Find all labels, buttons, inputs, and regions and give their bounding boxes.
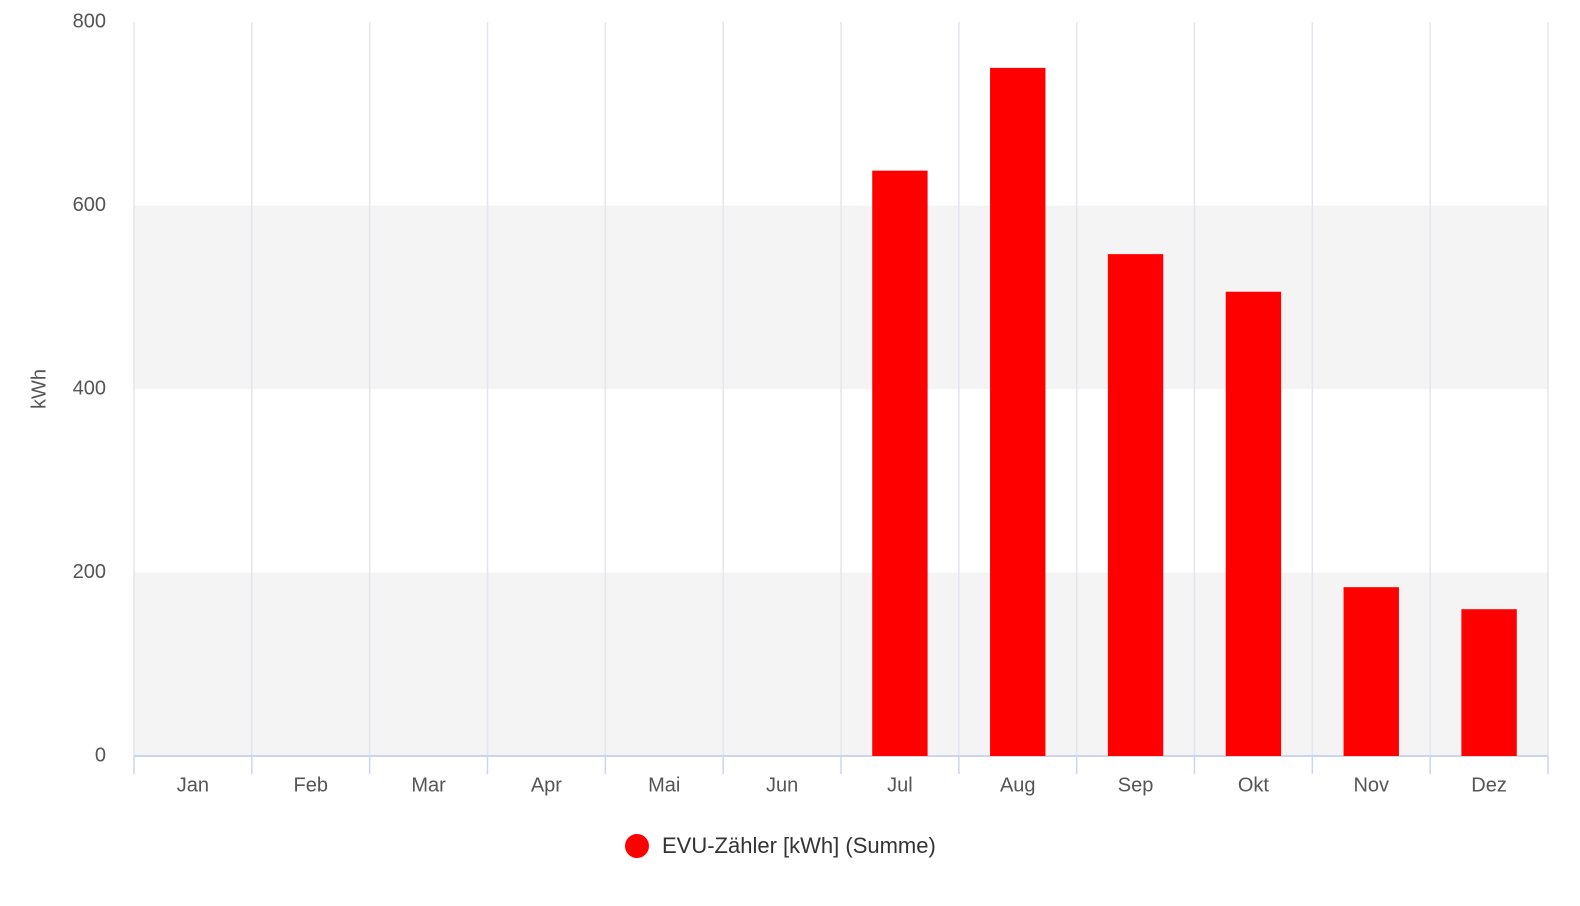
x-tick-label: Dez <box>1471 774 1507 796</box>
y-tick-label: 0 <box>95 744 106 766</box>
bar <box>1225 291 1282 756</box>
x-tick-label: Apr <box>531 774 562 796</box>
y-tick-label: 400 <box>73 377 106 399</box>
y-tick-label: 200 <box>73 561 106 583</box>
x-tick-label: Jun <box>766 774 798 796</box>
x-tick-label: Sep <box>1118 774 1154 796</box>
x-tick-label: Jan <box>177 774 209 796</box>
y-tick-label: 800 <box>73 10 106 32</box>
x-tick-label: Aug <box>1000 774 1036 796</box>
bar <box>872 170 928 756</box>
x-tick-label: Jul <box>887 774 913 796</box>
x-tick-label: Feb <box>294 774 328 796</box>
x-tick-label: Mai <box>648 774 680 796</box>
legend-marker <box>625 834 649 858</box>
y-tick-label: 600 <box>73 194 106 216</box>
legend-label: EVU-Zähler [kWh] (Summe) <box>662 833 936 858</box>
bar <box>1343 587 1399 756</box>
y-axis-label: kWh <box>28 369 50 409</box>
x-tick-label: Mar <box>411 774 446 796</box>
x-tick-label: Okt <box>1238 774 1270 796</box>
bar <box>1107 254 1164 756</box>
x-tick-label: Nov <box>1353 774 1389 796</box>
bar <box>990 67 1046 756</box>
bar <box>1461 609 1517 756</box>
